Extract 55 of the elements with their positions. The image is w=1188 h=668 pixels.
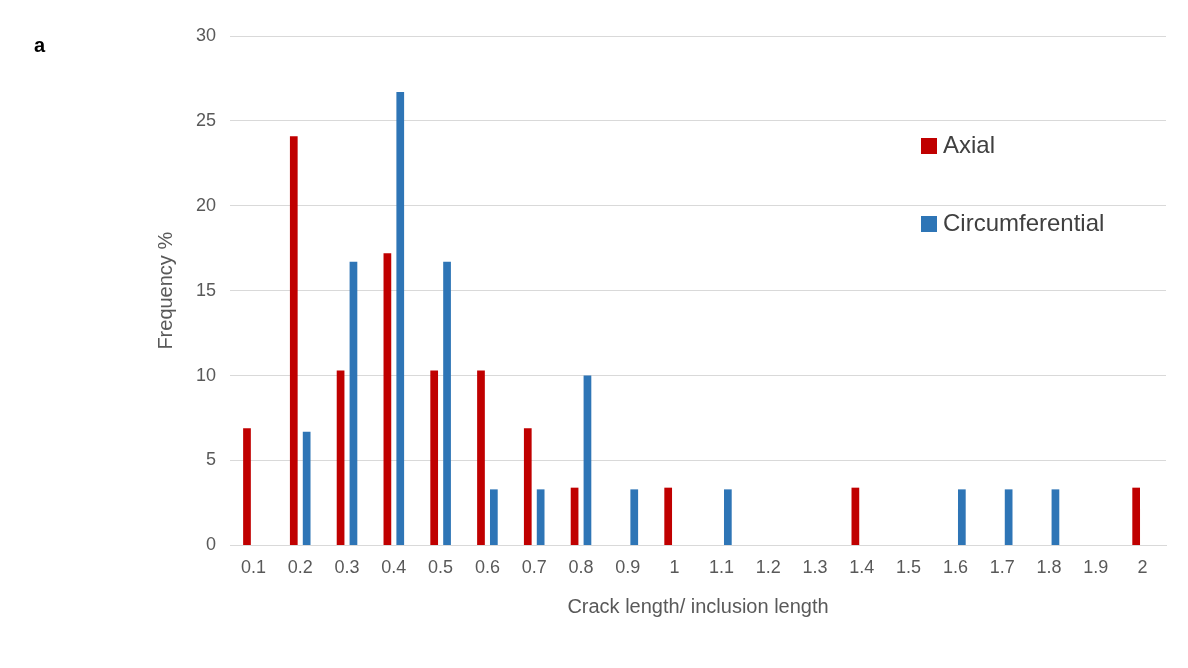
x-tick-label: 0.1 <box>240 557 266 578</box>
y-tick-label: 20 <box>195 194 217 215</box>
y-tick-label: 25 <box>195 109 217 130</box>
bar <box>630 489 639 545</box>
x-tick-label: 0.6 <box>474 557 500 578</box>
bar <box>570 487 579 545</box>
bar <box>536 489 545 545</box>
x-tick-label: 0.9 <box>615 557 641 578</box>
x-tick-label: 1.8 <box>1036 557 1062 578</box>
x-tick-label: 0.2 <box>287 557 313 578</box>
x-tick-label: 1.4 <box>849 557 875 578</box>
bar <box>583 375 592 545</box>
bar <box>957 489 966 545</box>
bar <box>396 92 405 545</box>
x-tick-label: 0.7 <box>521 557 547 578</box>
bar <box>349 261 358 545</box>
bar <box>243 428 251 545</box>
x-tick-label: 1 <box>669 557 680 578</box>
y-tick-label: 15 <box>195 279 217 300</box>
y-tick-label: 30 <box>195 24 217 45</box>
x-tick-label: 1.2 <box>755 557 781 578</box>
x-tick-label: 1.5 <box>896 557 922 578</box>
bar <box>336 370 345 545</box>
x-tick-label: 1.7 <box>989 557 1015 578</box>
bar <box>302 431 311 545</box>
bar <box>1004 489 1013 545</box>
bar <box>443 261 451 545</box>
x-tick-label: 2 <box>1137 557 1148 578</box>
bar <box>289 136 298 545</box>
legend-label: Circumferential <box>943 208 1105 236</box>
text: a <box>34 34 46 57</box>
bar <box>723 489 732 545</box>
x-tick-label: 0.4 <box>381 557 407 578</box>
y-tick-label: 5 <box>206 449 217 470</box>
x-tick-label: 0.3 <box>334 557 360 578</box>
y-tick-label: 0 <box>206 534 217 555</box>
x-tick-label: 1.1 <box>708 557 734 578</box>
x-tick-label: 0.5 <box>428 557 454 578</box>
bar <box>851 487 860 545</box>
x-axis-title: Crack length/ inclusion length <box>567 594 829 617</box>
x-tick-label: 0.8 <box>568 557 594 578</box>
bar <box>383 253 392 545</box>
bar <box>523 428 532 545</box>
y-tick-label: 10 <box>195 364 217 385</box>
x-tick-label: 1.6 <box>942 557 968 578</box>
y-axis-title: Frequency % <box>153 231 176 350</box>
x-tick-label: 1.3 <box>802 557 828 578</box>
bar <box>664 487 673 545</box>
bar <box>430 370 439 545</box>
legend-label: Axial <box>943 130 996 158</box>
bar <box>477 370 485 545</box>
bar <box>1132 487 1141 545</box>
bar <box>1051 489 1060 545</box>
x-tick-label: 1.9 <box>1083 557 1109 578</box>
bar <box>489 489 498 545</box>
